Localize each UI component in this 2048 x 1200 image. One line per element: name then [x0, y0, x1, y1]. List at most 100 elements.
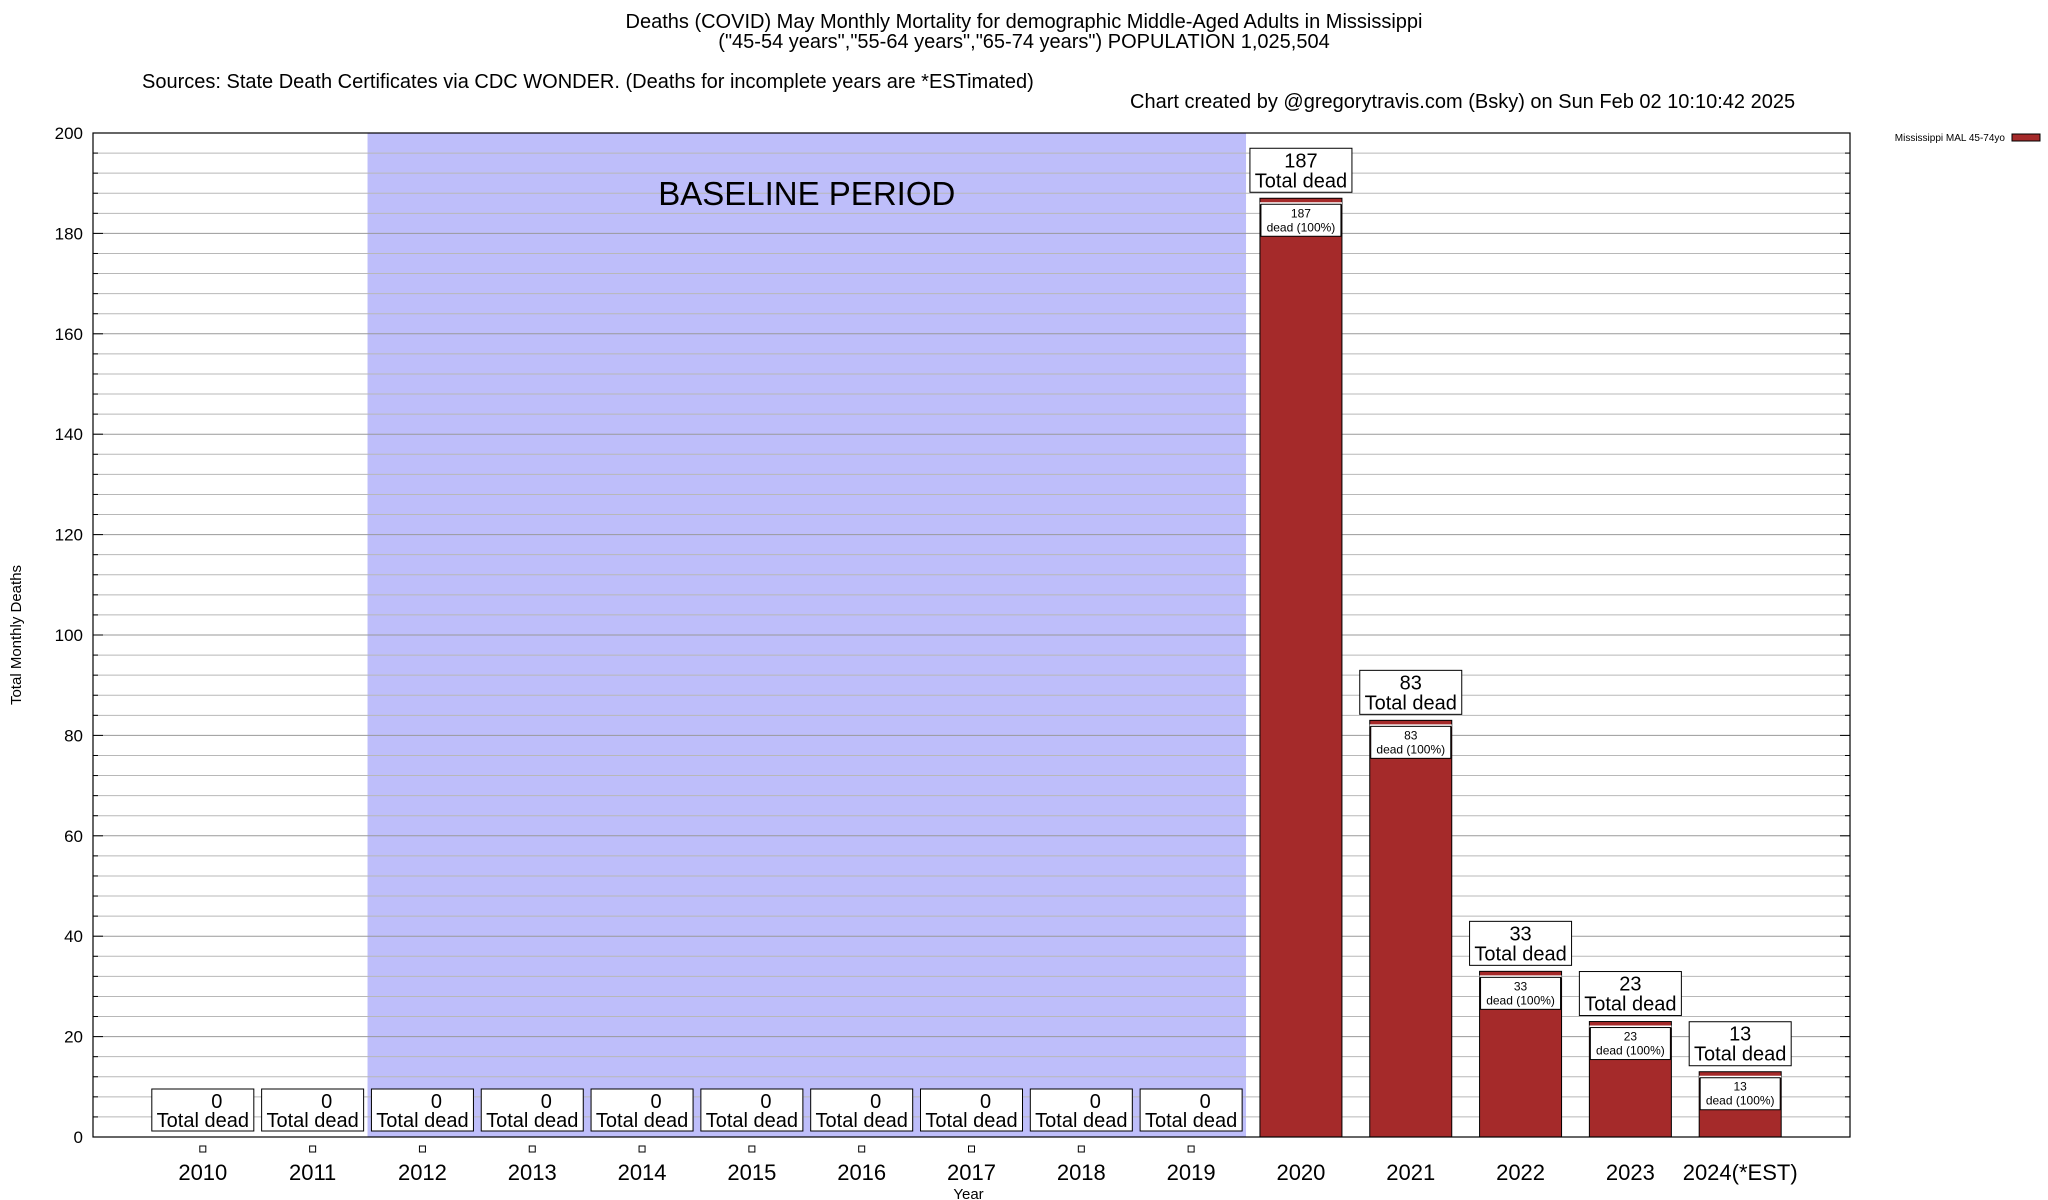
total-value-label: 0 [431, 1091, 442, 1113]
x-tick-label: 2024(*EST) [1683, 1160, 1798, 1185]
total-text-label: Total dead [1365, 692, 1457, 714]
y-tick-label: 20 [64, 1028, 83, 1047]
segment-percent-label: dead (100%) [1267, 220, 1336, 234]
total-text-label: Total dead [925, 1110, 1017, 1132]
total-label-box [1688, 1021, 1792, 1067]
total-value-label: 0 [211, 1091, 222, 1113]
total-value-label: 0 [321, 1091, 332, 1113]
x-tick-label: 2010 [178, 1160, 227, 1185]
x-axis-title: Year [953, 1186, 983, 1200]
total-label-box [1029, 1088, 1133, 1132]
bar [1259, 197, 1343, 1138]
x-tick-label: 2011 [289, 1160, 336, 1185]
segment-percent-label: dead (100%) [1596, 1044, 1665, 1058]
zero-marker [748, 1145, 756, 1153]
segment-value-label: 187 [1291, 206, 1311, 220]
x-tick-label: 2022 [1496, 1160, 1545, 1185]
total-label-box [810, 1088, 914, 1132]
legend: Mississippi MAL 45-74yo [1895, 133, 2041, 144]
y-tick-label: 120 [55, 526, 83, 545]
y-tick-label: 200 [55, 124, 83, 143]
segment-value-label: 23 [1624, 1030, 1638, 1044]
segment-label-box [1480, 976, 1562, 1010]
y-tick-label: 0 [74, 1128, 83, 1147]
total-value-label: 0 [980, 1091, 991, 1113]
total-text-label: Total dead [1035, 1110, 1127, 1132]
total-text-label: Total dead [266, 1110, 358, 1132]
axis-layer: 2010 2011 2012 2013 2014 2015 2016 2017 2018 2019… [55, 124, 1851, 1185]
total-value-label: 0 [1090, 1091, 1101, 1113]
legend-label: Mississippi MAL 45-74yo [1895, 133, 2006, 144]
segment-value-label: 13 [1734, 1080, 1748, 1094]
legend-swatch [2011, 133, 2041, 142]
total-text-label: Total dead [1694, 1044, 1786, 1066]
total-label-box [1359, 669, 1463, 715]
total-text-label: Total dead [1145, 1110, 1237, 1132]
total-value-label: 0 [870, 1091, 881, 1113]
total-value-label: 0 [541, 1091, 552, 1113]
total-value-label: 0 [1200, 1091, 1211, 1113]
x-tick-label: 2018 [1057, 1160, 1106, 1185]
y-tick-label: 40 [64, 927, 83, 946]
segment-label-box [1370, 725, 1452, 759]
total-label-box [700, 1088, 804, 1132]
y-tick-label: 60 [64, 827, 83, 846]
total-value-label: 0 [651, 1091, 662, 1113]
total-text-label: Total dead [486, 1110, 578, 1132]
segment-percent-label: dead (100%) [1486, 993, 1555, 1007]
total-label-box [370, 1088, 474, 1132]
sources-line: Sources: State Death Certificates via CD… [0, 52, 2048, 112]
zero-marker [1077, 1145, 1085, 1153]
total-text-label: Total dead [1474, 943, 1566, 965]
zero-marker [418, 1145, 426, 1153]
total-label-box [1469, 920, 1573, 966]
zero-marker [858, 1145, 866, 1153]
zero-marker [528, 1145, 536, 1153]
total-value-label: 187 [1284, 150, 1317, 172]
zero-marker [638, 1145, 646, 1153]
segment-label-box [1260, 203, 1342, 237]
total-value-label: 13 [1729, 1024, 1751, 1046]
total-label-box [1249, 147, 1353, 193]
y-axis-title: Total Monthly Deaths [8, 565, 25, 705]
x-tick-label: 2019 [1167, 1160, 1216, 1185]
total-text-label: Total dead [376, 1110, 468, 1132]
total-label-box [261, 1088, 365, 1132]
chart-sources: Sources: State Death Certificates via CD… [142, 71, 1034, 93]
x-tick-label: 2023 [1606, 1160, 1655, 1185]
total-text-label: Total dead [157, 1110, 249, 1132]
bar [1369, 719, 1453, 1138]
total-label-box [1139, 1088, 1243, 1132]
total-label-box [920, 1088, 1023, 1132]
total-label-box [1578, 971, 1682, 1017]
y-tick-label: 160 [55, 325, 83, 344]
x-tick-label: 2014 [618, 1160, 667, 1185]
x-tick-label: 2012 [398, 1160, 447, 1185]
segment-value-label: 33 [1514, 979, 1528, 993]
total-value-label: 83 [1400, 672, 1422, 694]
y-tick-label: 180 [55, 224, 83, 243]
segment-label-box [1589, 1027, 1671, 1061]
chart-credit: Chart created by @gregorytravis.com (Bsk… [1130, 91, 1796, 113]
zero-marker [1187, 1145, 1195, 1153]
zero-marker [309, 1145, 317, 1153]
chart-subtitle: ("45-54 years","55-64 years","65-74 year… [718, 31, 1330, 53]
segment-value-label: 83 [1404, 728, 1418, 742]
total-label-box [151, 1088, 255, 1132]
x-tick-label: 2020 [1276, 1160, 1325, 1185]
total-text-label: Total dead [596, 1110, 688, 1132]
y-tick-label: 80 [64, 726, 83, 745]
x-tick-label: 2015 [727, 1160, 776, 1185]
grid-layer [93, 132, 1850, 1138]
x-tick-label: 2021 [1386, 1160, 1435, 1185]
baseline-period-label: BASELINE PERIOD [658, 175, 955, 212]
total-value-label: 33 [1509, 923, 1531, 945]
total-value-label: 23 [1619, 974, 1641, 996]
segment-percent-label: dead (100%) [1376, 742, 1445, 756]
segment-percent-label: dead (100%) [1706, 1094, 1775, 1108]
total-text-label: Total dead [1255, 170, 1347, 192]
segment-label-box [1699, 1077, 1781, 1111]
chart-header: Deaths (COVID) May Monthly Mortality for… [0, 12, 2048, 52]
total-text-label: Total dead [1584, 994, 1676, 1016]
